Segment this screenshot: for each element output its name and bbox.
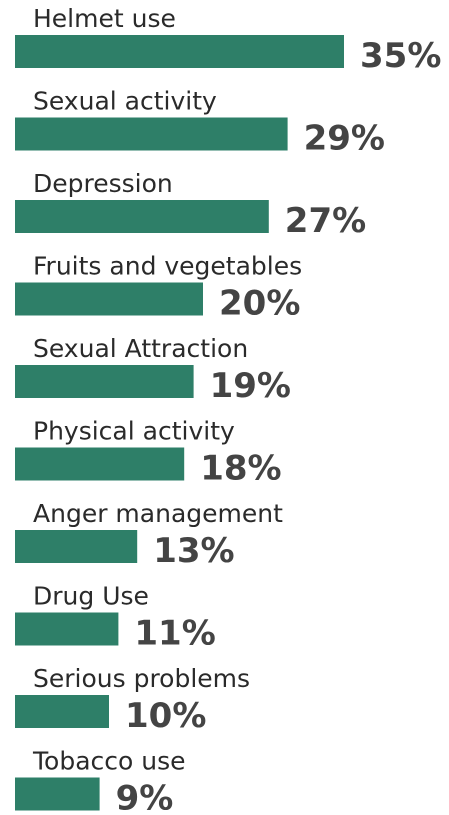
value-label: 19% — [210, 366, 291, 406]
bar — [15, 365, 194, 398]
bar — [15, 35, 344, 68]
category-label: Depression — [33, 169, 173, 198]
value-label: 9% — [116, 779, 174, 815]
bar — [15, 777, 100, 811]
value-label: 18% — [200, 449, 281, 489]
value-label: 20% — [219, 284, 300, 324]
value-label: 29% — [304, 119, 385, 159]
bar — [15, 695, 109, 728]
category-label: Sexual Attraction — [33, 334, 248, 363]
category-label: Fruits and vegetables — [33, 252, 302, 281]
category-label: Drug Use — [33, 582, 149, 611]
category-label: Tobacco use — [32, 747, 186, 776]
value-label: 11% — [134, 614, 215, 654]
bar — [15, 447, 185, 481]
category-label: Helmet use — [33, 4, 176, 33]
category-label: Sexual activity — [33, 87, 217, 116]
value-label: 13% — [153, 531, 234, 571]
value-label: 35% — [360, 36, 441, 76]
bar — [15, 530, 138, 563]
value-label: 27% — [285, 201, 366, 241]
bar — [15, 612, 119, 646]
category-label: Serious problems — [33, 664, 250, 693]
bar — [15, 117, 288, 151]
category-label: Physical activity — [33, 417, 235, 446]
category-label: Anger management — [33, 499, 283, 528]
value-label: 10% — [125, 696, 206, 736]
bar — [15, 282, 203, 316]
bar — [15, 200, 269, 233]
